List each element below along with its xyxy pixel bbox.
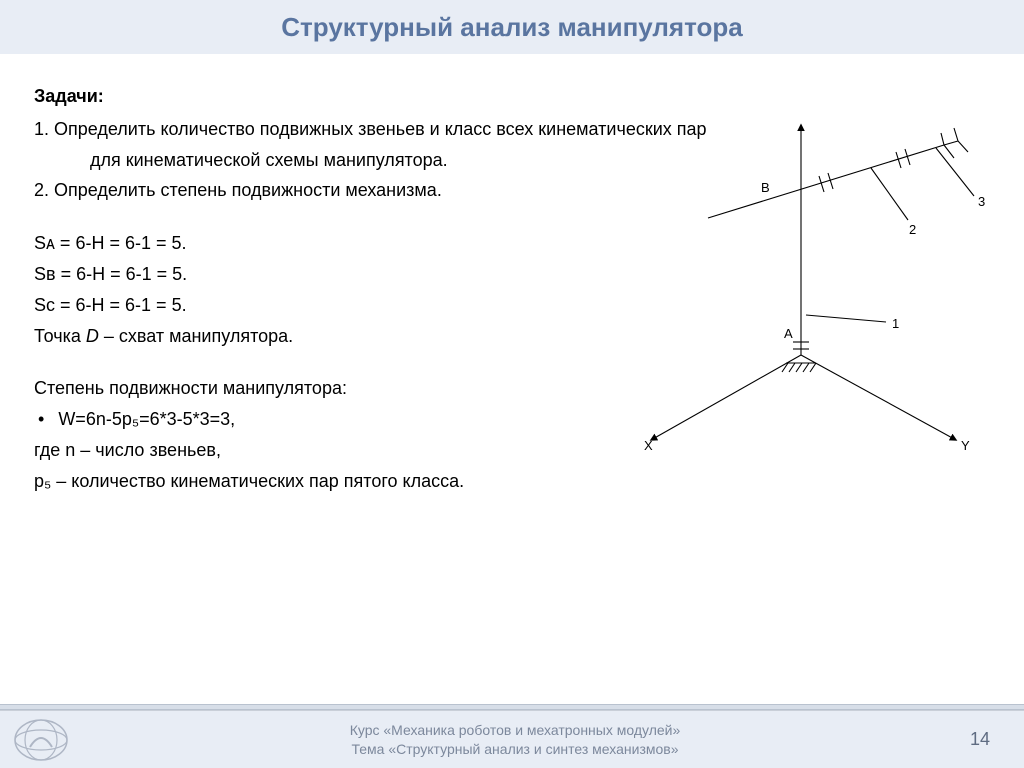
page-number: 14 xyxy=(954,729,1024,750)
footer-text: Курс «Механика роботов и мехатронных мод… xyxy=(76,721,954,759)
slide-title: Структурный анализ манипулятора xyxy=(281,12,742,43)
point-d-suffix: – схват манипулятора. xyxy=(99,326,293,346)
slide-footer: Курс «Механика роботов и мехатронных мод… xyxy=(0,710,1024,768)
link-1-label: 1 xyxy=(892,316,899,331)
point-d-letter: D xyxy=(86,326,99,346)
university-logo xyxy=(6,715,76,765)
point-d-prefix: Точка xyxy=(34,326,86,346)
joint-b-label: B xyxy=(761,180,770,195)
footer-topic: Тема «Структурный анализ и синтез механи… xyxy=(76,740,954,759)
footer-course: Курс «Механика роботов и мехатронных мод… xyxy=(76,721,954,740)
link-2-label: 2 xyxy=(909,222,916,237)
slide-header: Структурный анализ манипулятора xyxy=(0,0,1024,54)
dof-where-p5: p₅ – количество кинематических пар пятог… xyxy=(34,467,990,496)
kinematic-diagram: X Y A B 1 2 3 xyxy=(596,100,1006,460)
axis-x-label: X xyxy=(644,438,653,453)
joint-a-label: A xyxy=(784,326,793,341)
link-3-label: 3 xyxy=(978,194,985,209)
axis-y-label: Y xyxy=(961,438,970,453)
